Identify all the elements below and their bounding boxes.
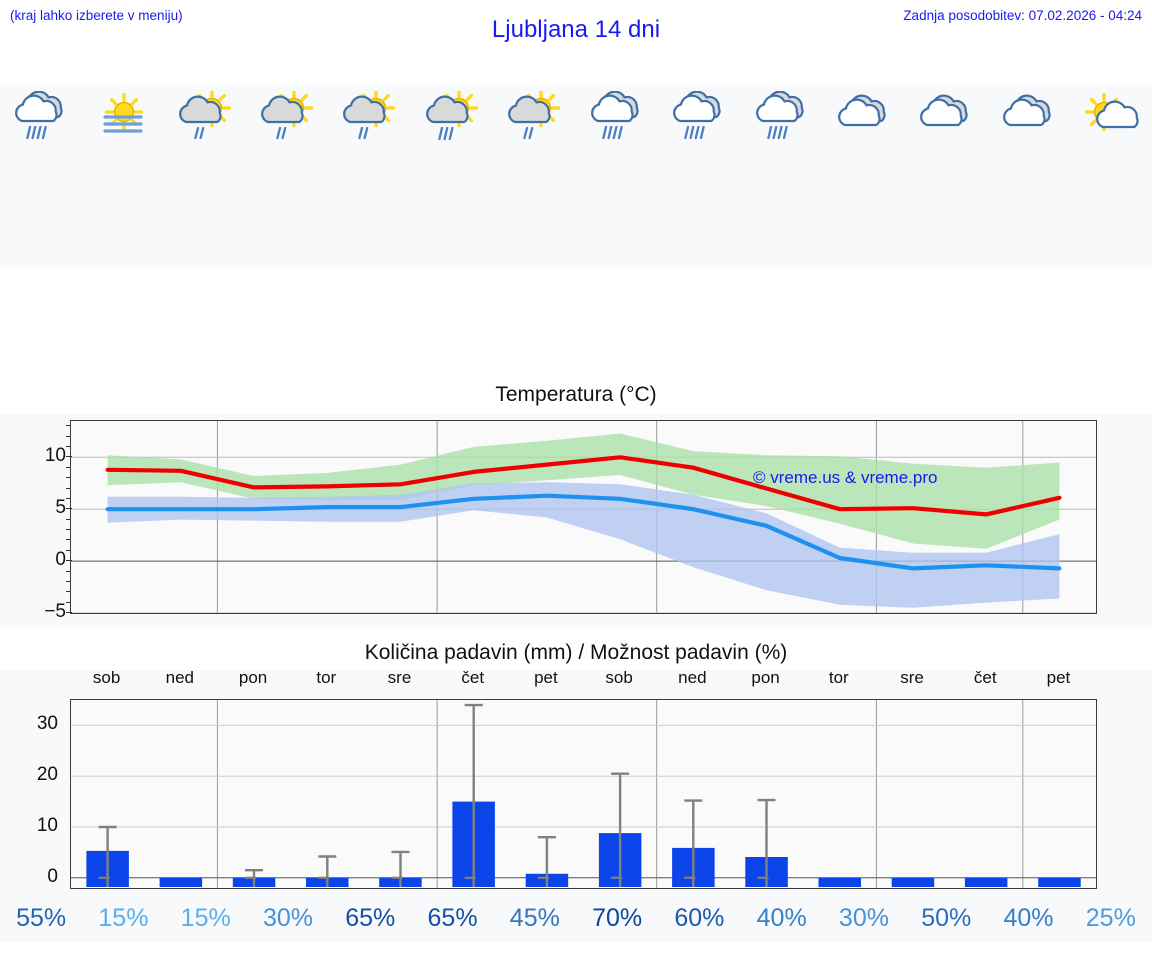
precipitation-day-labels: sob ned pon tor sre čet pet sob ned pon tor sre čet p… — [70, 666, 1095, 692]
day-column[interactable] — [329, 84, 411, 268]
weather-icon-wrap — [754, 90, 810, 148]
sun-cloud-rain-icon — [343, 91, 396, 140]
day-column[interactable] — [741, 84, 823, 268]
cloudy-icon — [838, 94, 886, 127]
day-column[interactable] — [247, 84, 329, 268]
daily-forecast-strip — [0, 84, 1152, 268]
cloudy-rain-icon — [673, 91, 721, 140]
weather-icon-wrap — [425, 90, 481, 148]
precipitation-y-tick-label: 10 — [36, 815, 58, 836]
precipitation-chart-title: Količina padavin (mm) / Možnost padavin … — [0, 640, 1152, 670]
precipitation-y-tick-label: 0 — [47, 865, 58, 887]
day-column[interactable] — [82, 84, 164, 268]
day-column[interactable] — [411, 84, 493, 268]
precipitation-day-label: pet — [1046, 668, 1071, 687]
precipitation-probability: 30% — [262, 904, 313, 932]
precipitation-probability: 30% — [838, 904, 889, 932]
precipitation-y-tick-label: 30 — [36, 713, 58, 735]
day-column[interactable] — [658, 84, 740, 268]
temperature-chart-title: Temperatura (°C) — [0, 380, 1152, 414]
precipitation-probability: 40% — [1003, 904, 1054, 932]
cloudy-rain-icon — [15, 91, 63, 140]
sun-cloud-heavy-rain-icon — [425, 91, 478, 141]
menu-hint-text: (kraj lahko izberete v meniju) — [10, 8, 183, 23]
precipitation-day-label: pet — [534, 668, 558, 687]
precipitation-probability: 15% — [98, 904, 149, 932]
weather-icon-wrap — [1083, 90, 1139, 148]
precipitation-day-label: ned — [165, 668, 195, 687]
precipitation-day-label: pon — [751, 668, 780, 687]
precipitation-probability-row: 55% 15% 15% 30% 65% 65% 45% 70% 60% 40% 30% 50% 40% 2… — [0, 898, 1152, 942]
day-column[interactable] — [494, 84, 576, 268]
precipitation-day-label: čet — [461, 668, 485, 687]
weather-icon-wrap — [836, 90, 892, 148]
precipitation-y-tick-label: 20 — [36, 764, 58, 786]
page-title: Ljubljana 14 dni — [491, 16, 661, 43]
weather-icon-wrap — [342, 90, 398, 148]
precipitation-day-label: ned — [678, 668, 707, 687]
precipitation-plot-area — [70, 699, 1097, 889]
precipitation-day-label: sre — [900, 668, 924, 687]
weather-icon-wrap — [918, 90, 974, 148]
weather-icon-wrap — [260, 90, 316, 148]
weather-icon-wrap — [13, 90, 69, 148]
temperature-plot-area — [70, 420, 1097, 614]
last-updated-text: Zadnja posodobitev: 07.02.2026 - 04:24 — [903, 8, 1142, 23]
day-column[interactable] — [165, 84, 247, 268]
temperature-y-tick-label: 0 — [55, 549, 66, 571]
weather-icon-wrap — [671, 90, 727, 148]
temperature-y-axis: 10 5 0 −5 — [0, 420, 66, 622]
precipitation-probability: 15% — [180, 904, 231, 932]
cloudy-rain-icon — [591, 91, 639, 140]
sun-cloud-rain-icon — [178, 91, 231, 140]
precipitation-probability: 55% — [16, 904, 67, 932]
sun-cloud-rain-icon — [261, 91, 314, 140]
temperature-y-tick-label: 5 — [55, 497, 66, 519]
weather-icon-wrap — [178, 90, 234, 148]
copyright-text: © vreme.us & vreme.pro — [753, 468, 938, 487]
sun-cloud-icon — [1084, 92, 1139, 132]
temperature-y-tick-label: −5 — [44, 601, 66, 622]
weather-icon-wrap — [95, 90, 151, 148]
temperature-y-tick-label: 10 — [44, 445, 66, 467]
cloudy-icon — [920, 94, 968, 127]
cloudy-icon — [1002, 94, 1051, 127]
page-header: (kraj lahko izberete v meniju) Ljubljana… — [0, 0, 1152, 56]
day-column[interactable] — [1070, 84, 1152, 268]
precipitation-probability: 70% — [592, 904, 643, 932]
precipitation-day-label: sre — [387, 668, 412, 687]
precipitation-probability: 50% — [921, 904, 972, 932]
precipitation-probability: 25% — [1085, 904, 1136, 932]
sun-cloud-rain-icon — [507, 91, 561, 140]
cloudy-rain-icon — [755, 91, 804, 140]
temperature-axis-ticks — [66, 420, 72, 613]
precipitation-probability: 60% — [674, 904, 725, 932]
precipitation-chart-panel: Količina padavin (mm) / Možnost padavin … — [0, 640, 1152, 930]
precipitation-y-axis: 30 20 10 0 — [0, 699, 58, 887]
precipitation-day-label: sob — [605, 668, 633, 687]
precipitation-day-label: čet — [973, 668, 997, 687]
day-column[interactable] — [0, 84, 82, 268]
day-column[interactable] — [987, 84, 1069, 268]
precipitation-day-label: tor — [828, 668, 849, 687]
temperature-chart-panel: Temperatura (°C) 10 5 0 −5 © vreme.us & vre… — [0, 380, 1152, 628]
weather-icon-wrap — [589, 90, 645, 148]
precipitation-day-label: pon — [238, 668, 268, 687]
sun-fog-icon — [103, 92, 144, 133]
precipitation-day-label: tor — [316, 668, 337, 687]
precipitation-probability: 45% — [509, 904, 560, 932]
day-column[interactable] — [823, 84, 905, 268]
precipitation-probability: 40% — [756, 904, 807, 932]
weather-icon-wrap — [507, 90, 563, 148]
weather-icon-wrap — [1001, 90, 1057, 148]
precipitation-probability: 65% — [427, 904, 478, 932]
day-column[interactable] — [576, 84, 658, 268]
precipitation-day-label: sob — [92, 668, 121, 687]
day-column[interactable] — [905, 84, 987, 268]
precipitation-probability: 65% — [345, 904, 396, 932]
